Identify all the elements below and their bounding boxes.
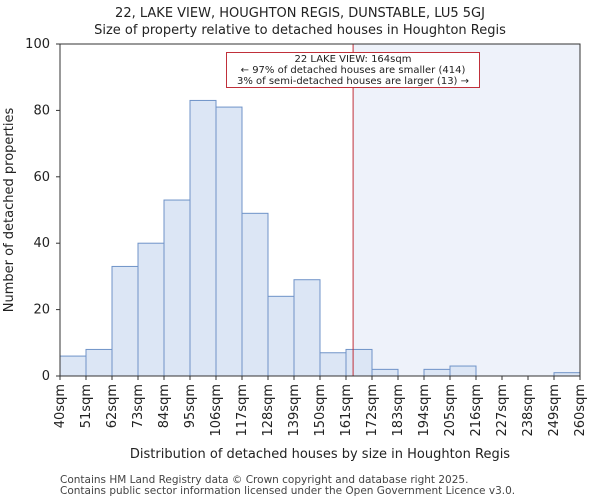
histogram-bar [215,106,243,377]
histogram-bar [111,265,139,377]
x-tick-label: 205sqm [443,384,458,437]
histogram-bar [59,355,87,377]
histogram-bar [137,242,165,377]
x-tick-label: 139sqm [287,384,302,437]
annotation-line-smaller: ← 97% of detached houses are smaller (41… [240,65,466,76]
histogram-bar [293,279,321,377]
y-tick-label: 40 [33,236,50,251]
histogram-bar [319,352,347,377]
x-tick-label: 260sqm [573,384,588,437]
x-tick-label: 106sqm [209,384,224,437]
chart-subtitle: Size of property relative to detached ho… [94,23,506,38]
x-tick-label: 227sqm [495,384,510,437]
x-tick-label: 62sqm [105,384,120,428]
annotation-line-larger: 3% of semi-detached houses are larger (1… [236,76,470,87]
y-tick-label: 100 [25,37,50,52]
histogram-bar [163,199,191,377]
footer-copyright: Contains HM Land Registry data © Crown c… [60,474,469,486]
x-tick-label: 238sqm [521,384,536,437]
histogram-bar [423,368,451,377]
x-axis-label: Distribution of detached houses by size … [130,447,510,462]
histogram-bar [85,348,113,377]
annotation-line-property: 22 LAKE VIEW: 164sqm [294,54,412,65]
x-tick-label: 117sqm [235,384,250,437]
histogram-bar [267,295,295,377]
x-tick-label: 73sqm [131,384,146,428]
y-tick-label: 20 [33,303,50,318]
x-tick-label: 128sqm [261,384,276,437]
x-tick-label: 216sqm [469,384,484,437]
histogram-bar [449,365,477,377]
highlight-region [353,44,580,376]
histogram-bar [241,212,269,377]
x-tick-label: 150sqm [313,384,328,437]
x-tick-label: 183sqm [391,384,406,437]
histogram-bar [345,348,373,377]
histogram-bar [189,99,217,377]
x-tick-label: 51sqm [79,384,94,428]
x-tick-label: 194sqm [417,384,432,437]
y-axis-label: Number of detached properties [2,108,17,313]
x-tick-label: 95sqm [183,384,198,428]
x-tick-label: 172sqm [365,384,380,437]
x-tick-label: 249sqm [547,384,562,437]
property-annotation-box: 22 LAKE VIEW: 164sqm ← 97% of detached h… [226,52,480,88]
x-tick-label: 84sqm [157,384,172,428]
histogram-bar [371,368,399,377]
x-tick-label: 40sqm [53,384,68,428]
x-tick-label: 161sqm [339,384,354,437]
y-tick-label: 60 [33,170,50,185]
y-tick-label: 0 [42,369,50,384]
footer-licence: Contains public sector information licen… [60,485,516,497]
chart-title: 22, LAKE VIEW, HOUGHTON REGIS, DUNSTABLE… [115,6,485,21]
y-tick-label: 80 [33,103,50,118]
